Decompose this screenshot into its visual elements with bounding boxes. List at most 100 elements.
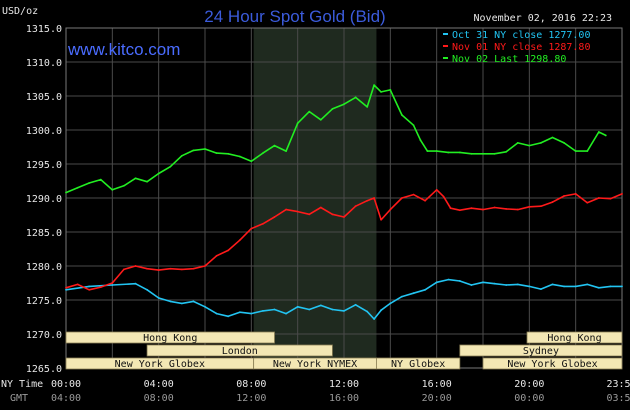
session-box [376,357,461,370]
y-tick-label: 1280.0 [26,262,62,273]
y-unit-label: USD/oz [2,6,38,17]
x-tick-label-gmt: 03:59 [606,393,630,404]
data-point [516,208,519,211]
data-point [157,297,160,299]
y-tick-label: 1290.0 [26,194,62,205]
data-point [319,206,322,209]
data-point [146,288,148,291]
data-point [551,136,554,139]
data-point [516,142,519,144]
data-point [123,184,125,187]
data-point [273,216,276,218]
y-tick-label: 1300.0 [26,126,62,137]
session-label: New York Globex [115,359,205,370]
y-tick-label: 1285.0 [26,228,62,239]
data-point [343,103,345,106]
legend-swatch-nov01 [443,45,448,47]
data-point [76,186,79,189]
data-point [470,284,473,286]
y-tick-labels: 1315.0 1310.0 1305.0 1300.0 1295.0 1290.0 1285… [26,24,62,375]
data-point [574,150,577,152]
data-point [563,195,565,197]
series-lines [65,84,623,320]
data-point [331,308,334,311]
x-tick-label-gmt: 16:00 [329,393,359,404]
data-point [331,213,334,216]
data-point [516,283,519,286]
data-point [401,114,403,116]
session-label: Sydney [523,346,559,357]
data-point [493,206,496,209]
data-point [134,177,137,180]
data-point [389,88,392,91]
legend: Oct 31 NY close 1277.00 Nov 01 NY close … [443,30,590,65]
data-point [215,312,218,315]
data-point [111,188,114,191]
data-point [586,150,589,152]
data-point [380,218,382,221]
data-point [528,205,531,208]
session-label: New York Globex [507,359,597,370]
data-point [192,149,195,152]
data-point [88,182,91,184]
data-point [285,208,287,211]
data-point [146,267,148,270]
x-tick-label-ny: 20:00 [514,379,544,390]
data-point [482,281,484,284]
data-point [157,269,160,271]
data-point [563,142,565,144]
data-point [319,118,322,121]
data-point [99,286,102,288]
x-tick-label-gmt: 12:00 [236,393,266,404]
data-point [123,268,125,271]
x-tick-labels: 00:00 04:00 04:00 08:00 08:00 12:00 12:00 16:00… [51,379,630,404]
legend-swatch-oct31 [443,33,448,35]
data-point [76,283,79,286]
session-label: New York NYMEX [273,359,357,370]
data-point [574,193,577,195]
data-point [389,302,392,305]
data-point [366,310,369,313]
x-tick-label-ny: 16:00 [422,379,452,390]
data-point [65,286,67,289]
data-point [146,180,148,183]
y-tick-label: 1305.0 [26,92,62,103]
data-point [169,267,172,270]
data-point [343,309,345,312]
y-tick-label: 1265.0 [26,364,62,375]
data-point [380,309,382,312]
legend-swatch-nov02 [443,57,448,59]
data-point [308,308,311,311]
data-point [442,195,445,198]
data-point [482,152,484,155]
data-point [373,84,376,87]
y-tick-label: 1295.0 [26,160,62,171]
data-point [285,312,287,315]
data-point [180,268,183,271]
data-point [586,201,589,204]
data-point [551,283,554,286]
x-axis-label-gmt: GMT [10,393,28,404]
data-point [354,96,357,99]
series-line [65,84,607,194]
x-tick-label-ny: 00:00 [51,379,81,390]
x-tick-label-ny: 04:00 [144,379,174,390]
data-point [621,193,623,195]
data-point [262,222,264,225]
data-point [412,193,415,196]
data-point [449,207,452,210]
data-point [319,304,322,307]
session-label: Hong Kong [143,333,197,344]
data-point [621,285,623,288]
data-point [609,285,612,288]
data-point [470,152,473,155]
data-point [366,105,369,108]
data-point [373,197,376,199]
session-box [482,357,623,370]
data-point [493,152,496,155]
data-point [435,281,438,284]
y-tick-label: 1310.0 [26,58,62,69]
data-point [447,278,450,281]
data-point [99,178,102,181]
x-tick-label-gmt: 04:00 [51,393,81,404]
